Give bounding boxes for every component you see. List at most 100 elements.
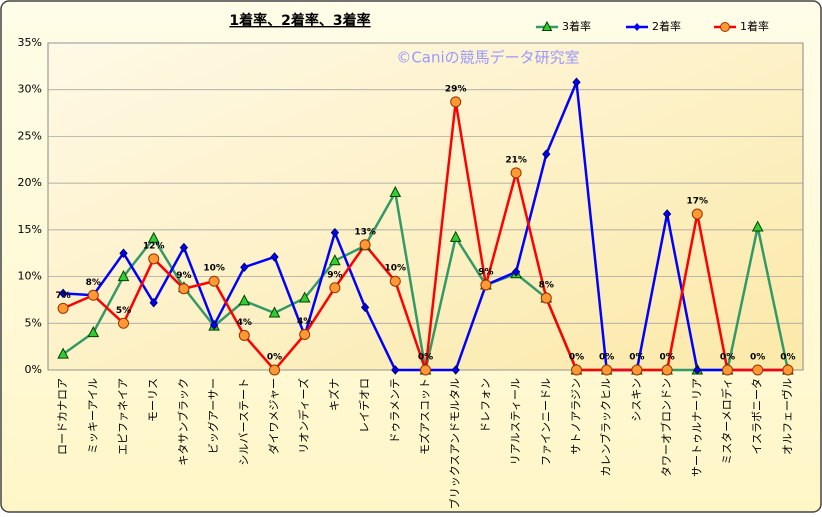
point — [208, 275, 220, 287]
y-tick-label: 15% — [18, 223, 42, 236]
point — [117, 269, 130, 282]
point — [269, 364, 280, 376]
chart-title: 1着率、2着率、3着率 — [229, 12, 370, 29]
data-label: 9% — [478, 267, 493, 277]
data-label: 8% — [539, 281, 554, 291]
point — [631, 364, 643, 376]
point — [572, 77, 581, 87]
point — [359, 239, 371, 251]
x-tick-label: レイデオロ — [357, 378, 371, 433]
point — [540, 292, 552, 304]
point — [661, 364, 673, 376]
data-label: 0% — [418, 353, 433, 363]
x-tick-label: キズナ — [327, 378, 341, 411]
point — [148, 253, 160, 265]
point — [119, 248, 128, 258]
point — [179, 242, 189, 253]
data-label: 13% — [354, 227, 376, 237]
data-label: 29% — [445, 84, 467, 94]
data-label: 21% — [505, 155, 527, 165]
data-label: 5% — [116, 306, 131, 316]
point — [299, 328, 311, 340]
x-tick-label: エピファネイア — [117, 378, 130, 455]
legend-label: 1着率 — [740, 19, 769, 33]
x-tick-label: ブリックスアンドモルタル — [448, 378, 462, 509]
legend-marker — [541, 20, 553, 31]
x-tick-label: キタサンブラック — [176, 378, 190, 466]
point — [752, 364, 764, 376]
x-tick-label: サートゥルナーリア — [690, 378, 703, 477]
point — [693, 365, 702, 375]
data-label: 9% — [327, 270, 342, 280]
x-tick-label: ダイワメジャー — [267, 378, 281, 454]
y-tick-label: 25% — [18, 129, 42, 142]
point — [178, 283, 190, 295]
point — [238, 294, 251, 306]
point — [601, 364, 613, 376]
point — [449, 230, 462, 242]
x-tick-label: イスラボニータ — [751, 378, 764, 455]
point — [782, 364, 794, 376]
x-tick-label: モーリス — [147, 378, 160, 422]
data-label: 12% — [143, 241, 165, 251]
point — [329, 282, 341, 294]
point — [542, 149, 551, 159]
point — [391, 365, 400, 375]
point — [662, 209, 672, 219]
data-label: 17% — [687, 196, 709, 206]
x-tick-label: ロードカナロア — [56, 378, 69, 455]
data-label: 8% — [86, 278, 101, 288]
x-tick-label: ビッグアーサー — [206, 378, 220, 454]
x-tick-label: ファインニードル — [539, 378, 552, 466]
point — [87, 326, 100, 338]
point — [209, 320, 219, 330]
data-label: 7% — [55, 291, 70, 301]
point — [240, 262, 249, 272]
point — [118, 317, 129, 329]
data-label: 0% — [750, 353, 765, 363]
x-tick-label: オルフェーヴル — [780, 378, 794, 455]
point — [751, 220, 764, 232]
y-tick-label: 5% — [25, 316, 42, 329]
point — [722, 364, 733, 376]
data-label: 4% — [297, 317, 312, 327]
point — [389, 275, 401, 287]
data-label: 4% — [237, 318, 252, 328]
point — [450, 96, 462, 108]
y-tick-label: 30% — [18, 83, 42, 96]
data-label: 10% — [385, 264, 407, 274]
x-tick-label: タワーオブロンドン — [659, 378, 673, 477]
plot-area — [47, 42, 804, 371]
data-label: 9% — [176, 271, 191, 281]
x-tick-label: サトノアラジン — [570, 378, 583, 455]
x-tick-label: ドゥラメンテ — [388, 378, 401, 444]
y-tick-label: 0% — [25, 363, 42, 376]
legend-marker — [633, 23, 641, 31]
point — [268, 306, 281, 318]
point — [480, 279, 492, 291]
point — [420, 364, 431, 376]
point — [238, 329, 250, 341]
watermark: ©Caniの競馬データ研究室 — [396, 49, 579, 67]
point — [57, 302, 69, 314]
y-tick-label: 20% — [18, 176, 42, 189]
x-tick-label: ミッキーアイル — [86, 378, 99, 454]
data-label: 0% — [720, 353, 735, 363]
point — [298, 291, 311, 303]
point — [360, 302, 370, 313]
point — [571, 364, 582, 376]
point — [57, 347, 69, 359]
data-label: 0% — [780, 353, 795, 363]
legend-label: 2着率 — [652, 19, 681, 33]
point — [451, 365, 460, 375]
x-tick-label: リアルスティール — [509, 378, 522, 465]
point — [389, 185, 402, 197]
x-tick-label: モズアスコット — [418, 378, 432, 455]
x-tick-label: ミスターメロディ — [720, 378, 734, 465]
data-label: 0% — [599, 353, 614, 363]
x-tick-label: シルバーステート — [237, 378, 250, 465]
x-tick-label: カレンブラックヒル — [599, 378, 613, 477]
point — [329, 254, 341, 266]
x-tick-label: リオンディーズ — [297, 378, 311, 454]
